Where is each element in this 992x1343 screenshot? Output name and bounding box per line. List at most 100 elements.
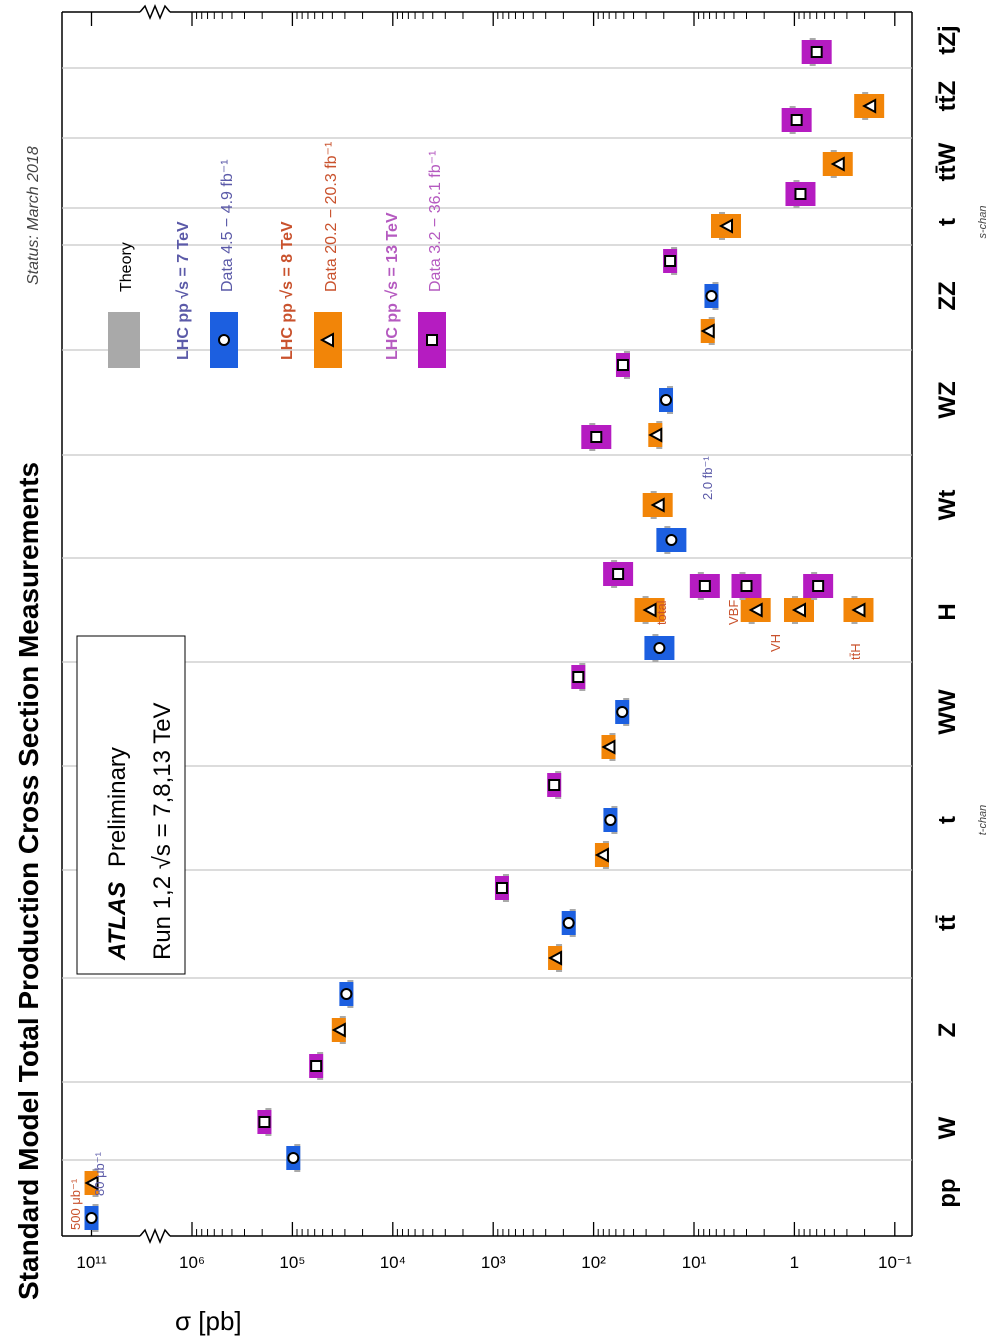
data-point-13tev [612,568,625,580]
annotation-label: VBF [726,600,741,625]
axis-break-top [139,4,171,20]
data-point-8tev [700,323,715,339]
category-sublabel: s-chan [977,205,989,238]
legend-7tev-marker [218,334,230,346]
data-point-8tev [648,427,663,443]
data-point-13tev [664,255,677,267]
y-tick-label: 10⁵ [279,1253,305,1272]
legend-theory-swatch [108,312,140,368]
annotation-label: 500 μb⁻¹ [68,1178,83,1230]
category-label: Wt [934,490,961,521]
y-tick-label: 10¹¹ [76,1253,107,1272]
y-tick-label: 10³ [481,1253,506,1272]
legend-8tev-marker [319,332,334,348]
legend-7tev-data: Data 4.5 − 4.9 fb⁻¹ [219,159,236,292]
data-point-8tev [748,602,763,618]
y-axis: 10¹¹ 10⁶ 10⁵ 10⁴ 10³ 10² 10¹ 1 10⁻¹ σ [pb] [76,12,912,1336]
legend-8tev-data: Data 20.2 − 20.3 fb⁻¹ [323,142,340,292]
data-point-13tev [740,580,753,592]
annotations: 500 μb⁻¹ 80 μb⁻¹ 2.0 fb⁻¹ total VBF VH tt̄H [68,456,863,1230]
category-separators [62,67,912,1161]
y-tick-label: 1 [790,1253,799,1272]
legend-13tev-marker [426,334,438,346]
category-label: WW [934,689,961,735]
legend-13tev-title: LHC pp √s = 13 TeV [384,212,401,360]
category-label: tt̄W [934,142,961,181]
data-point-13tev [310,1060,323,1072]
category-labels: ppWZtt̄tWWHWtWZZZttt̄Wtt̄ZtZjt-chans-cha… [934,25,989,1207]
legend-theory-label: Theory [118,242,135,292]
data-point-7tev [660,394,673,406]
axis-break-bottom [139,1228,171,1244]
legend: Theory LHC pp √s = 7 TeV Data 4.5 − 4.9 … [108,142,446,368]
legend-7tev-title: LHC pp √s = 7 TeV [175,221,192,360]
y-tick-label: 10⁻¹ [878,1253,912,1272]
data-points [84,38,885,1232]
data-point-8tev [547,950,563,966]
data-point-13tev [548,779,561,791]
category-label: tt̄Z [934,81,961,112]
data-point-7tev [562,917,575,929]
data-point-13tev [810,46,823,58]
category-label: tt̄ [934,915,961,931]
category-label: Z [934,1023,961,1038]
data-point-8tev [642,602,657,618]
chart-title: Standard Model Total Production Cross Se… [13,462,44,1300]
data-point-8tev [84,1175,99,1191]
data-point-13tev [572,671,585,683]
category-sublabel: t-chan [977,805,989,836]
annotation-label: VH [768,634,783,652]
run-energy-label: Run 1,2 √s = 7,8,13 TeV [149,702,176,960]
data-point-7tev [85,1212,98,1224]
data-point-8tev [718,218,734,234]
category-label: t [934,218,961,226]
data-point-7tev [616,706,629,718]
category-label: tZj [934,25,961,54]
data-point-7tev [653,642,666,654]
category-label: W [934,1116,961,1139]
annotation-label: tt̄H [848,643,863,660]
y-tick-label: 10¹ [682,1253,707,1272]
legend-13tev-data: Data 3.2 − 36.1 fb⁻¹ [427,151,444,292]
category-label: t [934,816,961,824]
atlas-label: ATLAS [104,882,131,961]
data-point-13tev [794,188,807,200]
data-point-8tev [830,156,845,172]
data-point-8tev [650,497,665,513]
data-point-13tev [790,114,803,126]
y-tick-label: 10⁴ [380,1253,406,1272]
preliminary-label: Preliminary [104,747,131,867]
plot-frame [61,4,913,1244]
data-point-7tev [340,988,353,1000]
data-point-13tev [258,1116,271,1128]
data-point-13tev [698,580,711,592]
data-point-13tev [616,359,629,371]
data-point-13tev [812,580,825,592]
data-point-13tev [590,431,603,443]
data-point-13tev [495,882,508,894]
y-tick-label: 10² [581,1253,606,1272]
data-point-8tev [791,602,806,618]
status-text: Status: March 2018 [25,146,42,285]
data-point-8tev [851,602,866,618]
svg-text:ATLAS Preliminary: ATLAS Preliminary [104,747,131,961]
y-axis-label: σ [pb] [175,1306,242,1336]
data-point-7tev [705,290,718,302]
data-point-8tev [601,739,616,755]
category-label: ZZ [934,281,961,310]
data-point-8tev [594,847,609,863]
data-point-8tev [862,98,877,114]
data-point-7tev [287,1152,300,1164]
data-point-8tev [331,1022,346,1038]
atlas-label-box: ATLAS Preliminary Run 1,2 √s = 7,8,13 Te… [76,635,186,975]
category-label: pp [934,1178,961,1207]
annotation-label: 80 μb⁻¹ [92,1151,107,1196]
data-point-7tev [665,534,678,546]
legend-8tev-title: LHC pp √s = 8 TeV [279,221,296,360]
annotation-label: total [654,600,669,625]
y-tick-label: 10⁶ [179,1253,205,1272]
category-label: H [934,603,961,620]
category-label: WZ [934,381,961,418]
data-point-7tev [604,814,617,826]
